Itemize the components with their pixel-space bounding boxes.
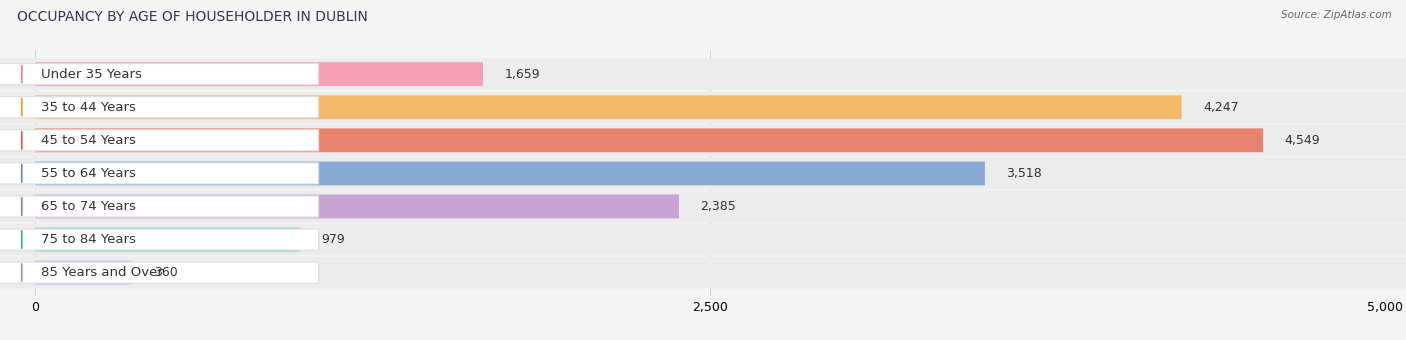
FancyBboxPatch shape xyxy=(35,261,132,285)
FancyBboxPatch shape xyxy=(35,162,984,185)
Text: 2,385: 2,385 xyxy=(700,200,737,213)
Text: 75 to 84 Years: 75 to 84 Years xyxy=(41,233,135,246)
FancyBboxPatch shape xyxy=(35,194,679,218)
FancyBboxPatch shape xyxy=(35,62,484,86)
FancyBboxPatch shape xyxy=(0,130,319,151)
FancyBboxPatch shape xyxy=(0,58,1406,90)
FancyBboxPatch shape xyxy=(35,228,299,252)
Text: 1,659: 1,659 xyxy=(505,68,540,81)
FancyBboxPatch shape xyxy=(0,196,319,217)
FancyBboxPatch shape xyxy=(0,124,1406,156)
Text: 55 to 64 Years: 55 to 64 Years xyxy=(41,167,135,180)
FancyBboxPatch shape xyxy=(0,191,1406,222)
Text: 4,247: 4,247 xyxy=(1204,101,1239,114)
FancyBboxPatch shape xyxy=(0,64,319,85)
Text: 65 to 74 Years: 65 to 74 Years xyxy=(41,200,135,213)
Text: 45 to 54 Years: 45 to 54 Years xyxy=(41,134,135,147)
FancyBboxPatch shape xyxy=(0,91,1406,123)
Text: Under 35 Years: Under 35 Years xyxy=(41,68,142,81)
Text: 979: 979 xyxy=(321,233,344,246)
FancyBboxPatch shape xyxy=(0,257,1406,289)
FancyBboxPatch shape xyxy=(0,224,1406,255)
FancyBboxPatch shape xyxy=(0,97,319,118)
FancyBboxPatch shape xyxy=(0,157,1406,189)
Text: 3,518: 3,518 xyxy=(1007,167,1042,180)
Text: 360: 360 xyxy=(153,266,177,279)
Text: 35 to 44 Years: 35 to 44 Years xyxy=(41,101,135,114)
FancyBboxPatch shape xyxy=(35,95,1181,119)
FancyBboxPatch shape xyxy=(0,262,319,283)
FancyBboxPatch shape xyxy=(0,163,319,184)
Text: Source: ZipAtlas.com: Source: ZipAtlas.com xyxy=(1281,10,1392,20)
Text: OCCUPANCY BY AGE OF HOUSEHOLDER IN DUBLIN: OCCUPANCY BY AGE OF HOUSEHOLDER IN DUBLI… xyxy=(17,10,368,24)
FancyBboxPatch shape xyxy=(35,129,1263,152)
Text: 4,549: 4,549 xyxy=(1285,134,1320,147)
FancyBboxPatch shape xyxy=(0,229,319,250)
Text: 85 Years and Over: 85 Years and Over xyxy=(41,266,163,279)
